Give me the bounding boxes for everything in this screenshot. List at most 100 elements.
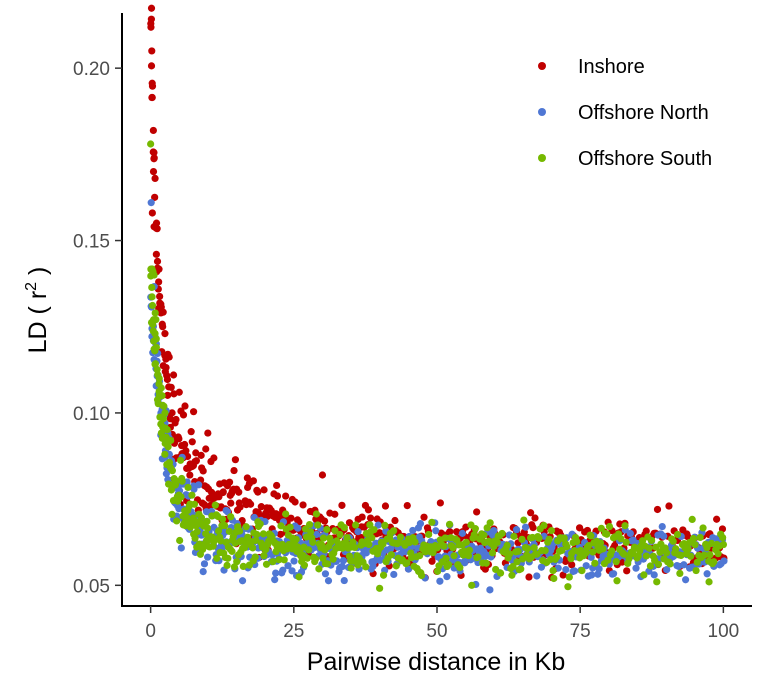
data-point bbox=[379, 540, 387, 548]
data-point bbox=[280, 556, 288, 564]
data-point bbox=[684, 533, 692, 541]
data-point bbox=[595, 565, 603, 573]
data-point bbox=[148, 82, 157, 90]
data-point bbox=[518, 535, 526, 543]
data-point bbox=[151, 360, 160, 368]
data-point bbox=[550, 574, 558, 583]
data-point bbox=[156, 292, 164, 301]
data-point bbox=[396, 533, 405, 541]
data-point bbox=[562, 566, 570, 574]
data-point bbox=[233, 558, 241, 566]
data-point bbox=[568, 561, 576, 569]
data-point bbox=[521, 523, 530, 531]
data-point bbox=[161, 450, 169, 458]
data-point bbox=[677, 551, 685, 560]
data-point bbox=[155, 374, 163, 383]
data-point bbox=[159, 415, 168, 423]
data-point bbox=[175, 435, 183, 443]
data-point bbox=[591, 559, 599, 567]
data-point bbox=[693, 558, 701, 566]
data-point bbox=[490, 526, 498, 535]
data-point bbox=[159, 323, 167, 331]
data-point bbox=[273, 492, 282, 500]
data-point bbox=[147, 4, 156, 12]
data-point bbox=[327, 539, 335, 547]
data-point bbox=[163, 375, 172, 384]
data-point bbox=[148, 293, 156, 301]
data-point bbox=[150, 154, 158, 162]
data-point bbox=[260, 552, 268, 560]
data-point bbox=[147, 15, 155, 23]
data-point bbox=[642, 552, 650, 560]
data-point bbox=[445, 520, 454, 528]
data-point bbox=[689, 534, 698, 543]
data-point bbox=[482, 559, 490, 567]
data-point bbox=[531, 514, 539, 522]
data-point bbox=[663, 549, 671, 557]
data-point bbox=[193, 528, 201, 536]
data-point bbox=[314, 521, 322, 529]
data-point bbox=[338, 501, 346, 509]
data-point bbox=[149, 126, 157, 135]
data-point bbox=[587, 532, 595, 540]
data-point bbox=[436, 499, 444, 507]
data-point bbox=[640, 571, 648, 579]
data-point bbox=[275, 511, 283, 519]
data-point bbox=[560, 534, 568, 542]
data-point bbox=[188, 491, 196, 499]
data-point bbox=[347, 564, 355, 572]
data-point bbox=[512, 526, 521, 534]
data-point bbox=[599, 545, 607, 553]
data-point bbox=[157, 309, 165, 317]
data-point bbox=[284, 562, 292, 570]
data-point bbox=[224, 554, 232, 562]
data-point bbox=[249, 477, 258, 485]
data-point bbox=[189, 408, 198, 416]
data-point bbox=[545, 535, 553, 543]
data-point bbox=[299, 501, 307, 509]
data-point bbox=[152, 343, 160, 352]
data-point bbox=[429, 549, 437, 557]
x-tick-label: 50 bbox=[426, 621, 447, 642]
data-point bbox=[163, 426, 171, 434]
data-point bbox=[199, 467, 207, 475]
data-point bbox=[147, 23, 155, 31]
data-point bbox=[164, 443, 172, 451]
data-point bbox=[687, 552, 695, 560]
data-point bbox=[309, 538, 317, 546]
data-point bbox=[150, 271, 158, 279]
data-point bbox=[203, 524, 212, 532]
data-point bbox=[181, 402, 189, 410]
data-point bbox=[529, 524, 537, 532]
data-point bbox=[486, 519, 494, 527]
data-point bbox=[445, 561, 453, 569]
x-axis-title: Pairwise distance in Kb bbox=[307, 648, 565, 676]
data-point bbox=[282, 510, 290, 518]
data-point bbox=[227, 499, 235, 507]
data-point bbox=[669, 537, 677, 545]
data-point bbox=[366, 514, 375, 522]
data-point bbox=[148, 47, 156, 55]
data-point bbox=[684, 545, 692, 553]
data-point bbox=[368, 534, 376, 542]
data-point bbox=[381, 502, 390, 510]
data-point bbox=[658, 522, 666, 531]
data-point bbox=[696, 533, 704, 542]
data-point bbox=[343, 533, 351, 542]
data-point bbox=[609, 570, 618, 578]
data-point bbox=[488, 549, 497, 557]
data-point bbox=[358, 513, 366, 521]
data-point bbox=[189, 514, 197, 522]
data-point bbox=[147, 62, 156, 70]
data-point bbox=[253, 530, 261, 539]
data-point bbox=[331, 510, 339, 518]
data-point bbox=[147, 140, 155, 148]
data-point bbox=[276, 530, 285, 538]
data-point bbox=[441, 534, 449, 542]
data-point bbox=[168, 409, 176, 417]
data-point bbox=[210, 454, 218, 462]
data-point bbox=[177, 544, 185, 552]
data-point bbox=[573, 537, 581, 546]
y-axis-ticks: 0.05 0.10 0.15 0.20 bbox=[73, 59, 122, 597]
data-point bbox=[162, 363, 170, 372]
